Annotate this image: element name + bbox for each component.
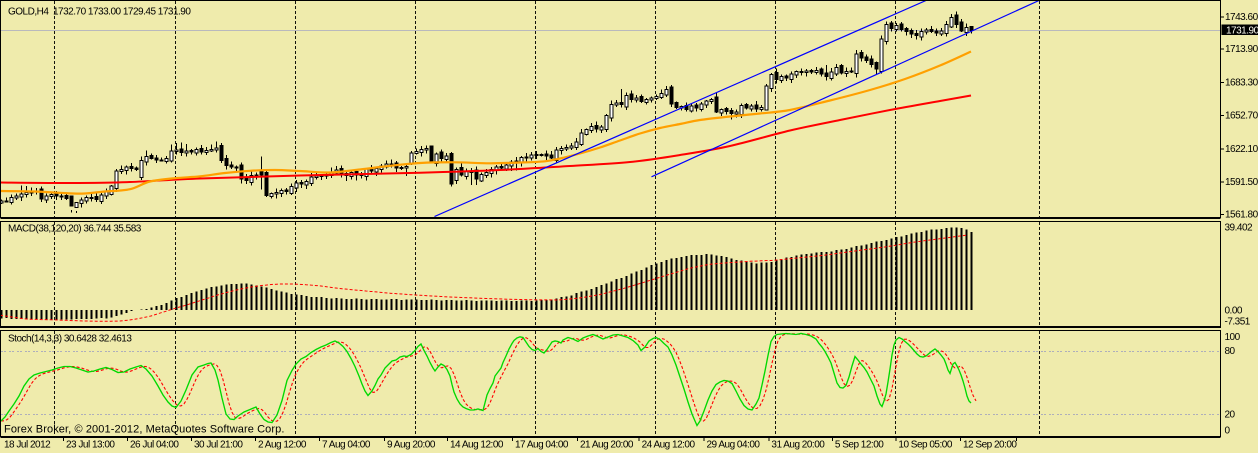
- svg-text:80: 80: [1225, 346, 1236, 357]
- svg-text:21 Aug 20:00: 21 Aug 20:00: [580, 440, 634, 451]
- svg-text:24 Aug 12:00: 24 Aug 12:00: [642, 440, 696, 451]
- svg-text:31 Aug 20:00: 31 Aug 20:00: [771, 440, 825, 451]
- svg-text:0: 0: [1225, 425, 1231, 436]
- svg-text:39.402: 39.402: [1225, 222, 1254, 233]
- svg-text:10 Sep 05:00: 10 Sep 05:00: [898, 440, 952, 451]
- svg-text:12 Sep 20:00: 12 Sep 20:00: [963, 440, 1017, 451]
- svg-text:1561.80: 1561.80: [1225, 210, 1258, 221]
- svg-text:5 Sep 12:00: 5 Sep 12:00: [835, 440, 884, 451]
- svg-text:1622.10: 1622.10: [1225, 144, 1258, 155]
- svg-text:26 Jul 04:00: 26 Jul 04:00: [130, 440, 179, 451]
- svg-text:MACD(38,120,20) 36.744 35.583: MACD(38,120,20) 36.744 35.583: [8, 224, 142, 235]
- svg-text:7 Aug 04:00: 7 Aug 04:00: [322, 440, 371, 451]
- svg-text:Forex Broker, © 2001-2012, Met: Forex Broker, © 2001-2012, MetaQuotes So…: [4, 424, 285, 436]
- svg-text:1732.70 1733.00 1729.45 1731.9: 1732.70 1733.00 1729.45 1731.90: [53, 7, 191, 18]
- svg-text:2 Aug 12:00: 2 Aug 12:00: [258, 440, 307, 451]
- svg-text:14 Aug 12:00: 14 Aug 12:00: [450, 440, 504, 451]
- svg-text:1591.50: 1591.50: [1225, 177, 1258, 188]
- svg-text:1652.70: 1652.70: [1225, 111, 1258, 122]
- svg-text:GOLD,H4: GOLD,H4: [8, 7, 49, 18]
- svg-text:30 Jul 21:00: 30 Jul 21:00: [194, 440, 243, 451]
- svg-text:1731.90: 1731.90: [1226, 25, 1258, 36]
- svg-text:29 Aug 04:00: 29 Aug 04:00: [707, 440, 761, 451]
- svg-text:17 Aug 04:00: 17 Aug 04:00: [515, 440, 569, 451]
- svg-text:9 Aug 20:00: 9 Aug 20:00: [387, 440, 436, 451]
- svg-text:1683.30: 1683.30: [1225, 77, 1258, 88]
- svg-text:Stoch(14,3,3) 30.6428 32.4613: Stoch(14,3,3) 30.6428 32.4613: [8, 334, 132, 345]
- svg-text:100: 100: [1225, 332, 1241, 343]
- svg-text:23 Jul 13:00: 23 Jul 13:00: [66, 440, 115, 451]
- svg-text:1713.90: 1713.90: [1225, 44, 1258, 55]
- svg-text:1743.60: 1743.60: [1225, 12, 1258, 23]
- svg-text:18 Jul 2012: 18 Jul 2012: [4, 440, 51, 451]
- svg-text:20: 20: [1225, 409, 1236, 420]
- svg-text:-7.351: -7.351: [1225, 316, 1251, 327]
- svg-text:0.00: 0.00: [1225, 305, 1243, 316]
